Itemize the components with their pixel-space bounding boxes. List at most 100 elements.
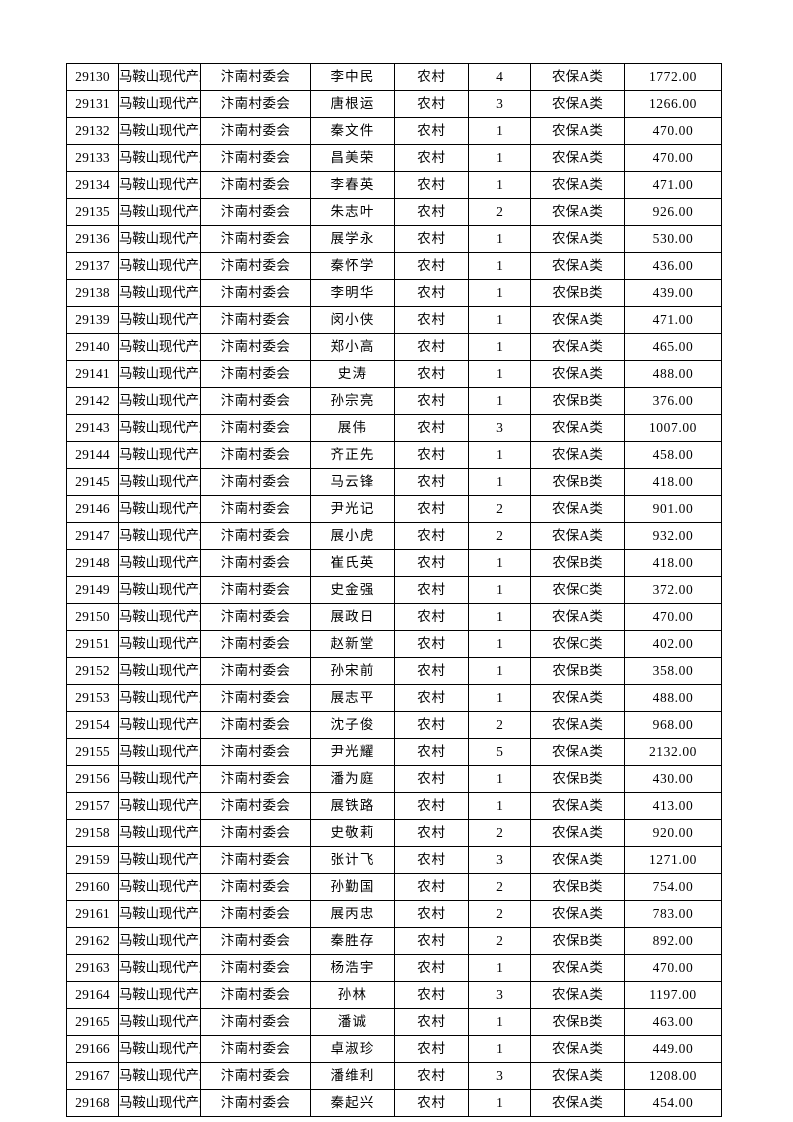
cell-sequence-number: 29130 [66, 63, 119, 91]
cell-household-type: 农村 [394, 765, 469, 793]
cell-household-type: 农村 [394, 360, 469, 388]
organization-text: 马鞍山现代产业 [119, 744, 200, 759]
cell-household-type: 农村 [394, 441, 469, 469]
organization-text: 马鞍山现代产业 [119, 528, 200, 543]
cell-amount: 430.00 [624, 765, 722, 793]
table-row: 29139马鞍山现代产业汴南村委会闵小侠农村1农保A类471.00 [66, 306, 722, 334]
cell-sequence-number: 29157 [66, 792, 119, 820]
cell-household-type: 农村 [394, 549, 469, 577]
cell-member-count: 1 [468, 387, 531, 415]
organization-text: 马鞍山现代产业 [119, 231, 200, 246]
cell-sequence-number: 29136 [66, 225, 119, 253]
table-row: 29166马鞍山现代产业汴南村委会卓淑珍农村1农保A类449.00 [66, 1035, 722, 1063]
cell-organization: 马鞍山现代产业 [118, 1008, 201, 1036]
cell-household-type: 农村 [394, 630, 469, 658]
cell-member-count: 1 [468, 657, 531, 685]
cell-insurance-category: 农保A类 [530, 981, 625, 1009]
cell-village-committee: 汴南村委会 [200, 1089, 311, 1117]
cell-person-name: 秦起兴 [310, 1089, 395, 1117]
cell-household-type: 农村 [394, 684, 469, 712]
cell-organization: 马鞍山现代产业 [118, 630, 201, 658]
cell-person-name: 孙宗亮 [310, 387, 395, 415]
cell-household-type: 农村 [394, 414, 469, 442]
organization-text: 马鞍山现代产业 [119, 987, 200, 1002]
cell-household-type: 农村 [394, 225, 469, 253]
cell-village-committee: 汴南村委会 [200, 819, 311, 847]
cell-person-name: 卓淑珍 [310, 1035, 395, 1063]
cell-village-committee: 汴南村委会 [200, 90, 311, 118]
cell-village-committee: 汴南村委会 [200, 846, 311, 874]
cell-insurance-category: 农保B类 [530, 765, 625, 793]
organization-text: 马鞍山现代产业 [119, 663, 200, 678]
cell-household-type: 农村 [394, 981, 469, 1009]
cell-person-name: 史金强 [310, 576, 395, 604]
cell-organization: 马鞍山现代产业 [118, 846, 201, 874]
cell-household-type: 农村 [394, 63, 469, 91]
cell-organization: 马鞍山现代产业 [118, 873, 201, 901]
cell-sequence-number: 29153 [66, 684, 119, 712]
cell-member-count: 1 [468, 1089, 531, 1117]
organization-text: 马鞍山现代产业 [119, 1068, 200, 1083]
cell-person-name: 昌美荣 [310, 144, 395, 172]
cell-member-count: 2 [468, 819, 531, 847]
table-row: 29140马鞍山现代产业汴南村委会郑小高农村1农保A类465.00 [66, 333, 722, 361]
table-row: 29158马鞍山现代产业汴南村委会史敬莉农村2农保A类920.00 [66, 819, 722, 847]
cell-sequence-number: 29144 [66, 441, 119, 469]
organization-text: 马鞍山现代产业 [119, 1014, 200, 1029]
cell-person-name: 孙林 [310, 981, 395, 1009]
cell-insurance-category: 农保A类 [530, 1089, 625, 1117]
data-table-container: 29130马鞍山现代产业汴南村委会李中民农村4农保A类1772.0029131马… [66, 63, 722, 1117]
cell-household-type: 农村 [394, 333, 469, 361]
cell-amount: 449.00 [624, 1035, 722, 1063]
cell-household-type: 农村 [394, 846, 469, 874]
cell-person-name: 马云锋 [310, 468, 395, 496]
cell-village-committee: 汴南村委会 [200, 873, 311, 901]
cell-village-committee: 汴南村委会 [200, 63, 311, 91]
cell-organization: 马鞍山现代产业 [118, 954, 201, 982]
cell-household-type: 农村 [394, 657, 469, 685]
cell-village-committee: 汴南村委会 [200, 495, 311, 523]
cell-village-committee: 汴南村委会 [200, 792, 311, 820]
table-row: 29165马鞍山现代产业汴南村委会潘诚农村1农保B类463.00 [66, 1008, 722, 1036]
table-row: 29153马鞍山现代产业汴南村委会展志平农村1农保A类488.00 [66, 684, 722, 712]
cell-person-name: 展志平 [310, 684, 395, 712]
cell-amount: 454.00 [624, 1089, 722, 1117]
cell-insurance-category: 农保A类 [530, 63, 625, 91]
cell-sequence-number: 29149 [66, 576, 119, 604]
cell-person-name: 李明华 [310, 279, 395, 307]
cell-member-count: 1 [468, 1035, 531, 1063]
cell-sequence-number: 29168 [66, 1089, 119, 1117]
cell-household-type: 农村 [394, 1008, 469, 1036]
cell-sequence-number: 29162 [66, 927, 119, 955]
organization-text: 马鞍山现代产业 [119, 123, 200, 138]
cell-insurance-category: 农保A类 [530, 117, 625, 145]
cell-person-name: 展小虎 [310, 522, 395, 550]
organization-text: 马鞍山现代产业 [119, 447, 200, 462]
cell-household-type: 农村 [394, 306, 469, 334]
cell-member-count: 1 [468, 360, 531, 388]
cell-household-type: 农村 [394, 900, 469, 928]
cell-organization: 马鞍山现代产业 [118, 792, 201, 820]
table-row: 29150马鞍山现代产业汴南村委会展政日农村1农保A类470.00 [66, 603, 722, 631]
cell-person-name: 展铁路 [310, 792, 395, 820]
cell-village-committee: 汴南村委会 [200, 198, 311, 226]
cell-organization: 马鞍山现代产业 [118, 198, 201, 226]
table-row: 29149马鞍山现代产业汴南村委会史金强农村1农保C类372.00 [66, 576, 722, 604]
cell-member-count: 2 [468, 900, 531, 928]
cell-amount: 470.00 [624, 954, 722, 982]
cell-organization: 马鞍山现代产业 [118, 900, 201, 928]
cell-household-type: 农村 [394, 90, 469, 118]
cell-amount: 1007.00 [624, 414, 722, 442]
organization-text: 马鞍山现代产业 [119, 798, 200, 813]
cell-member-count: 1 [468, 603, 531, 631]
cell-insurance-category: 农保A类 [530, 1035, 625, 1063]
organization-text: 马鞍山现代产业 [119, 339, 200, 354]
cell-sequence-number: 29132 [66, 117, 119, 145]
cell-village-committee: 汴南村委会 [200, 954, 311, 982]
cell-member-count: 1 [468, 576, 531, 604]
cell-sequence-number: 29160 [66, 873, 119, 901]
cell-amount: 471.00 [624, 306, 722, 334]
cell-insurance-category: 农保A类 [530, 414, 625, 442]
table-row: 29133马鞍山现代产业汴南村委会昌美荣农村1农保A类470.00 [66, 144, 722, 172]
cell-person-name: 李中民 [310, 63, 395, 91]
